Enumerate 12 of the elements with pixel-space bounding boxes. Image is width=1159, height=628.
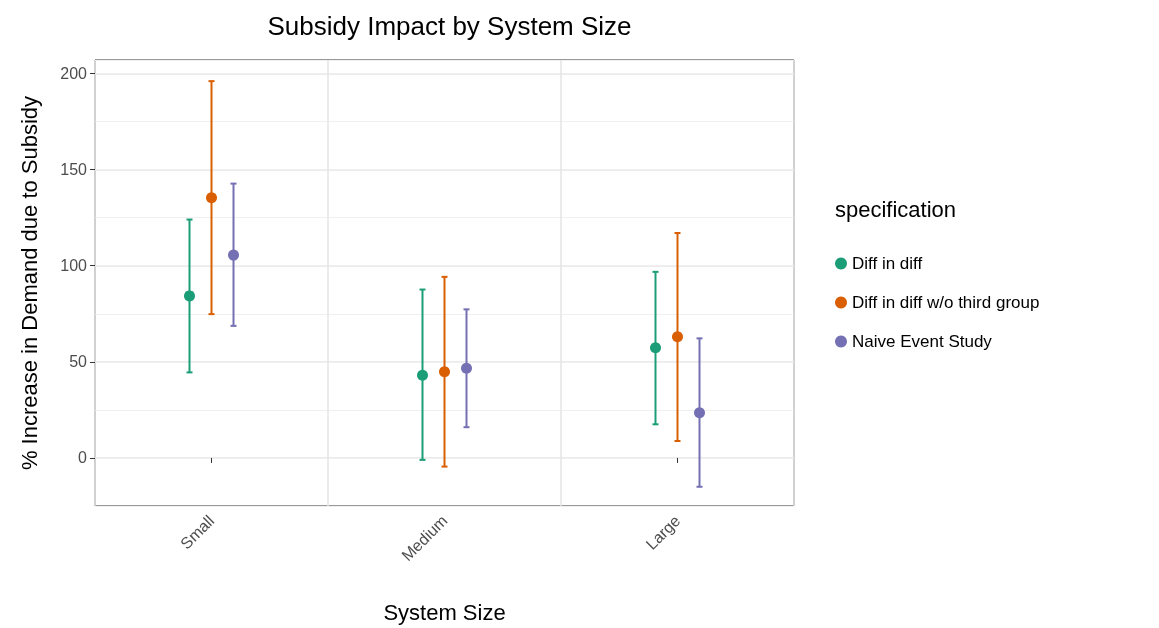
legend-title: specification	[835, 196, 957, 222]
y-tick-label: 50	[69, 353, 88, 371]
y-tick-label: 150	[60, 161, 88, 179]
y-tick-label: 200	[60, 64, 88, 82]
y-tick-label: 0	[78, 449, 88, 467]
legend-label: Diff in diff w/o third group	[852, 293, 1040, 312]
y-axis-title: % Increase in Demand due to Subsidy	[16, 95, 42, 471]
legend-label: Diff in diff	[852, 254, 923, 273]
y-tick-label: 100	[60, 257, 88, 275]
chart-title: Subsidy Impact by System Size	[267, 11, 632, 41]
x-axis-title: System Size	[383, 599, 506, 625]
legend-label: Naive Event Study	[852, 332, 993, 351]
